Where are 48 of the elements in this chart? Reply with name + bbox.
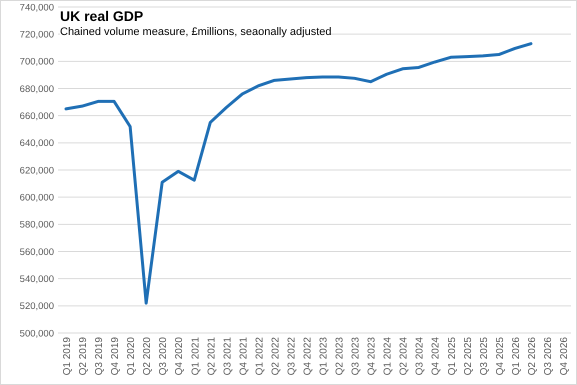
x-tick-label: Q2 2025 <box>462 336 474 376</box>
x-tick-label: Q4 2022 <box>302 336 314 376</box>
chart-title: UK real GDP <box>60 8 144 24</box>
y-tick-label: 500,000 <box>20 328 54 340</box>
x-tick-label: Q3 2021 <box>222 336 234 376</box>
x-tick-label: Q3 2020 <box>158 336 170 376</box>
text: Chained volume measure, £millions, seaonally adjusted <box>60 26 332 38</box>
x-tick-label: Q1 2021 <box>190 336 202 376</box>
x-tick-label: Q2 2020 <box>142 336 154 376</box>
y-tick-label: 740,000 <box>20 2 54 14</box>
x-tick-label: Q4 2026 <box>559 336 570 376</box>
y-tick-label: 540,000 <box>20 274 54 285</box>
x-tick-label: Q2 2021 <box>206 336 218 376</box>
x-tick-label: Q4 2025 <box>494 336 506 376</box>
y-tick-label: 600,000 <box>20 192 54 204</box>
y-tick-label: 620,000 <box>20 165 54 176</box>
x-tick-label: Q1 2026 <box>510 336 522 376</box>
line-series <box>64 42 532 305</box>
x-tick-label: Q3 2025 <box>478 336 490 376</box>
x-tick-label: Q3 2026 <box>542 336 554 376</box>
y-tick-label: 680,000 <box>20 84 54 95</box>
x-tick-label: Q2 2023 <box>334 336 346 376</box>
x-tick-label: Q2 2024 <box>398 336 410 376</box>
y-tick-label: 720,000 <box>20 29 54 40</box>
y-tick-label: 560,000 <box>20 246 54 258</box>
x-tick-label: Q4 2024 <box>430 336 442 376</box>
x-tick-label: Q4 2020 <box>174 336 186 376</box>
x-tick-label: Q1 2022 <box>254 336 266 376</box>
y-tick-label: 520,000 <box>20 301 54 312</box>
x-tick-label: Q4 2019 <box>110 336 122 376</box>
x-tick-label: Q4 2023 <box>366 336 378 376</box>
x-tick-label: Q4 2021 <box>238 336 250 376</box>
x-tick-label: Q2 2026 <box>526 336 538 376</box>
x-tick-label: Q1 2019 <box>62 336 73 376</box>
y-tick-label: 700,000 <box>20 56 54 68</box>
x-tick-label: Q3 2022 <box>286 336 298 376</box>
y-tick-label: 580,000 <box>20 220 54 231</box>
x-tick-label: Q3 2023 <box>350 336 362 376</box>
x-tick-label: Q3 2024 <box>414 336 426 376</box>
x-tick-label: Q1 2023 <box>318 336 330 376</box>
x-tick-label: Q1 2024 <box>382 336 394 376</box>
y-tick-label: 640,000 <box>20 138 54 150</box>
x-tick-label: Q1 2025 <box>446 336 458 376</box>
x-tick-label: Q3 2019 <box>94 336 106 376</box>
x-tick-label: Q2 2022 <box>270 336 282 376</box>
y-tick-label: 660,000 <box>20 110 54 122</box>
x-tick-label: Q2 2019 <box>78 336 90 376</box>
x-tick-label: Q1 2020 <box>126 336 138 376</box>
